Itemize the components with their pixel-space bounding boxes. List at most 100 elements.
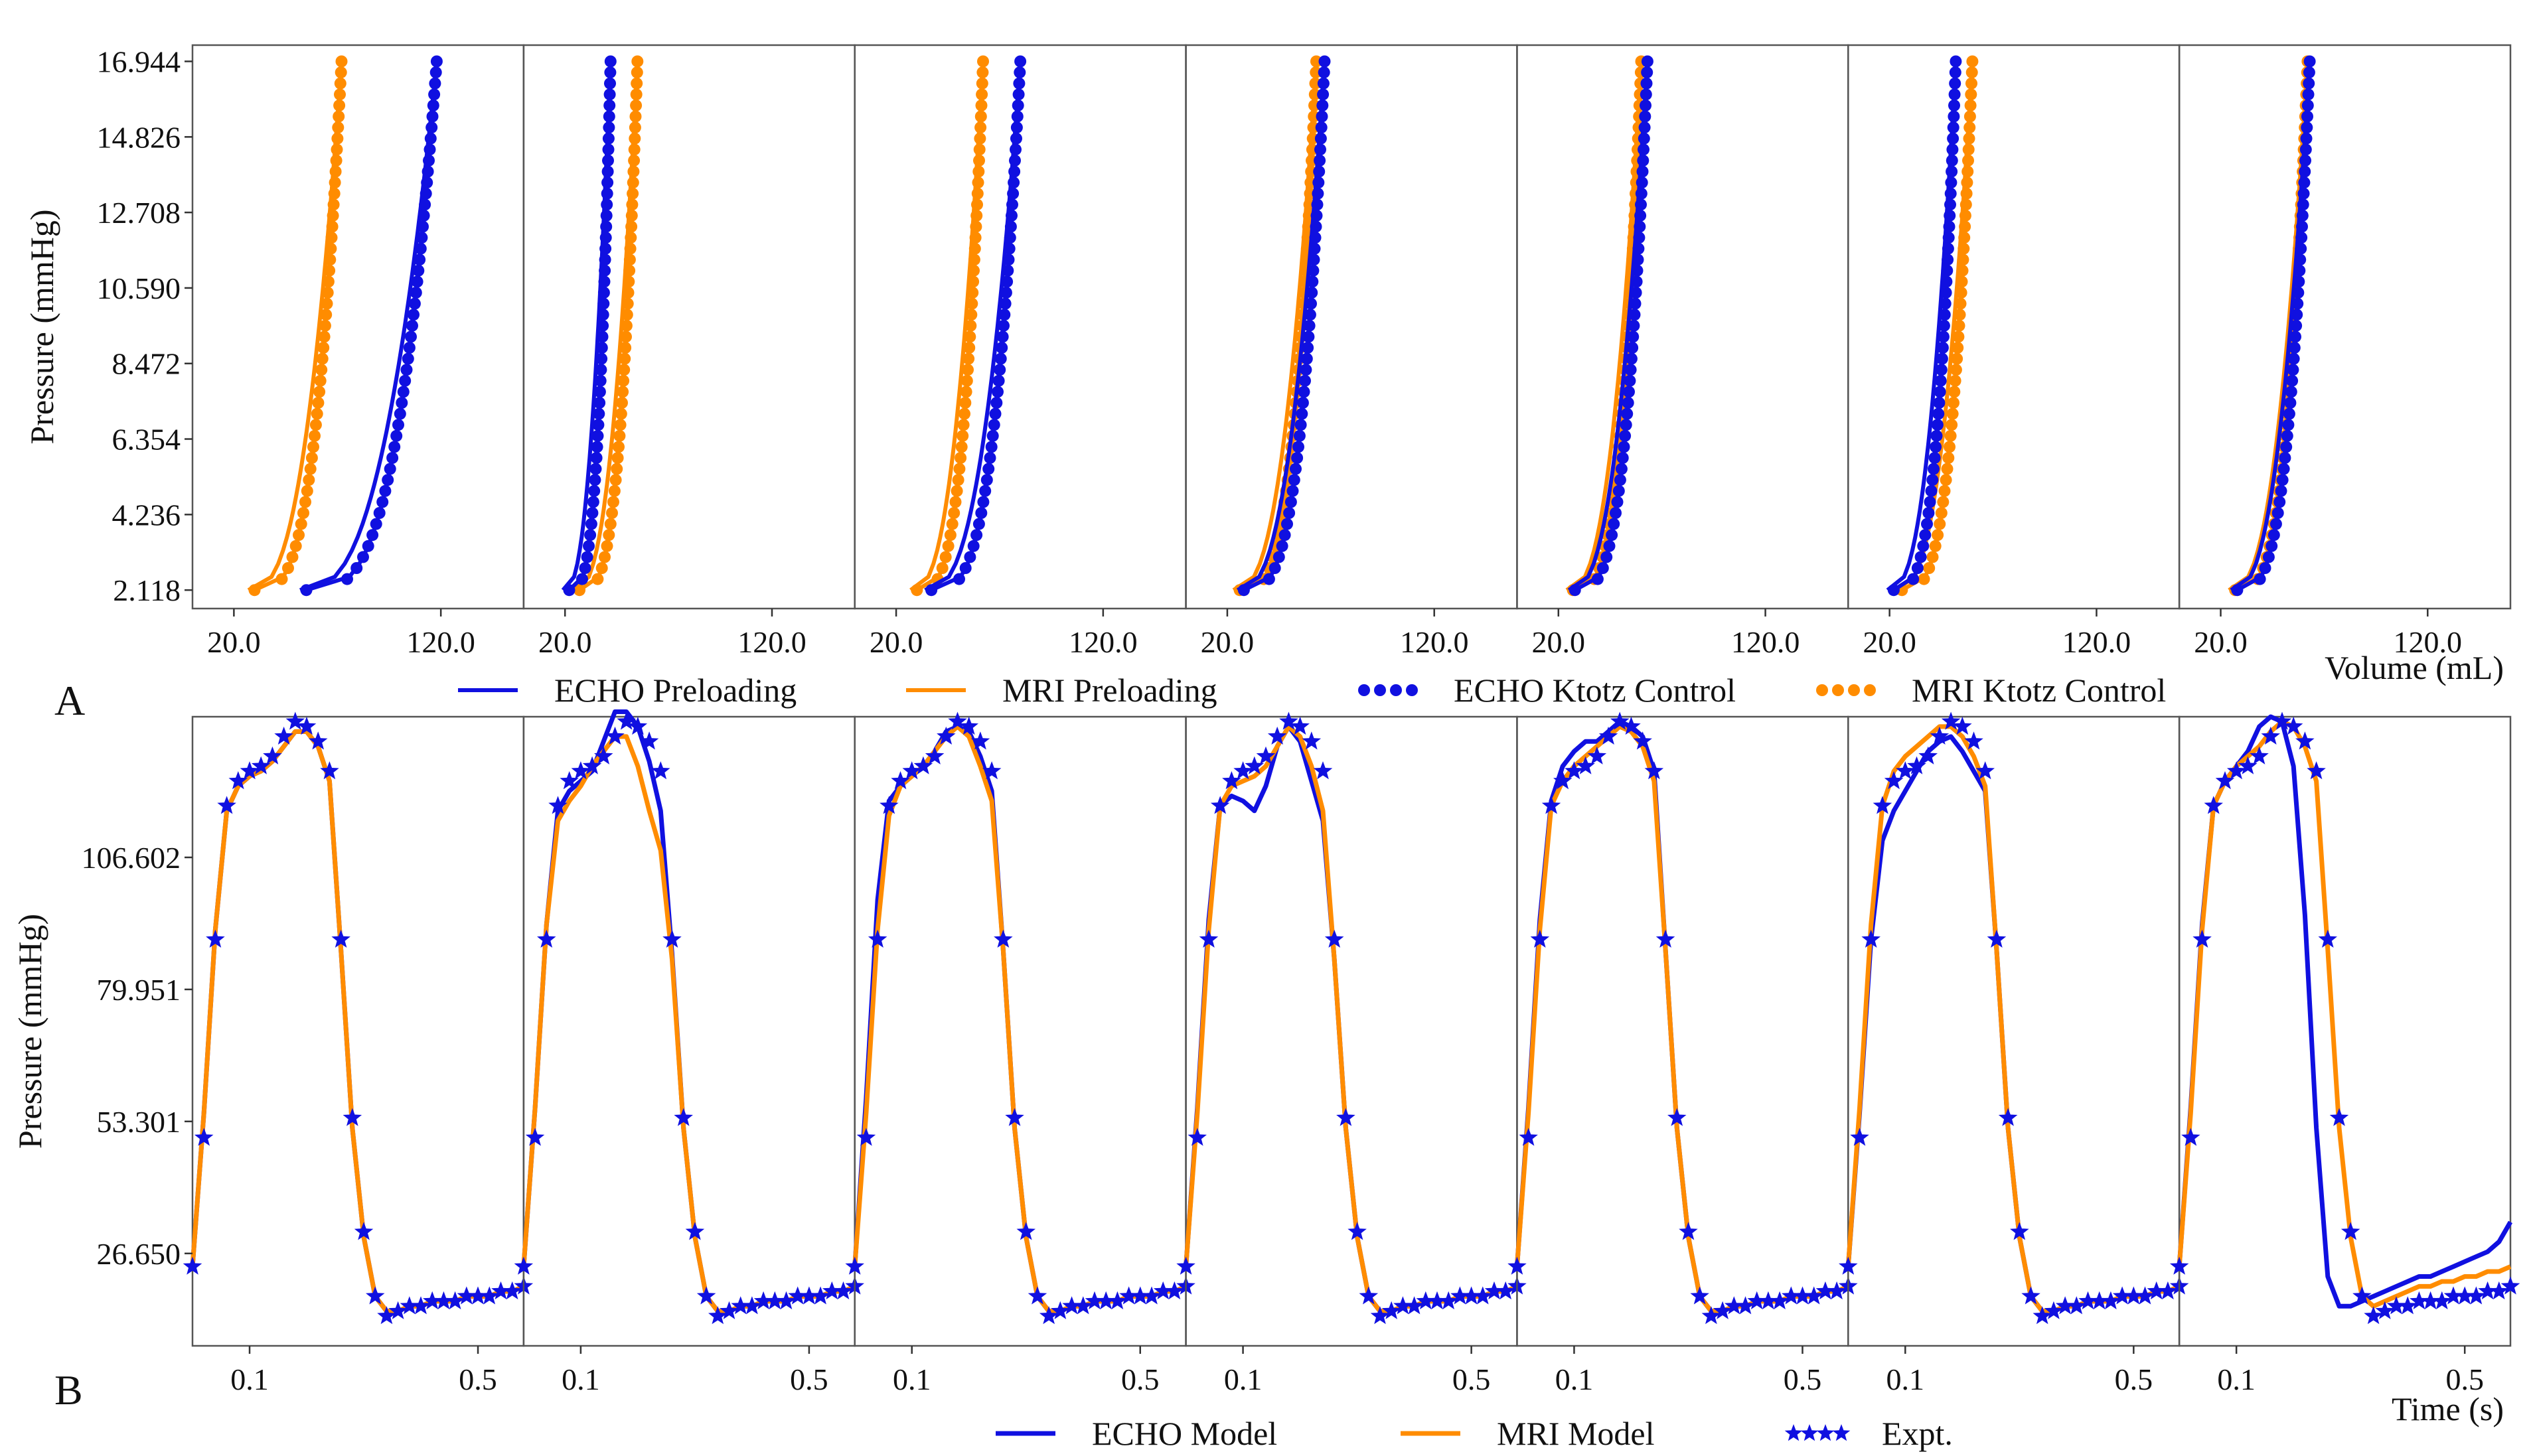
echo-ktotz-point <box>1000 287 1012 299</box>
mri-ktotz-point <box>970 209 983 222</box>
expt-star <box>1324 929 1344 948</box>
expt-star <box>354 1222 374 1240</box>
echo-ktotz-point <box>597 297 610 310</box>
echo-ktotz-point <box>1941 264 1954 277</box>
echo-ktotz-point <box>982 463 995 475</box>
mri-ktotz-point <box>613 429 626 442</box>
echo-ktotz-point <box>1949 77 1961 90</box>
echo-ktotz-point <box>593 407 605 420</box>
pressure-subplot-frame <box>1185 715 1518 1347</box>
pressure-subplot-4: 0.1 0.5 <box>1176 711 1527 1396</box>
echo-ktotz-point <box>1943 220 1956 233</box>
expt-star <box>1507 1256 1527 1275</box>
mri-ktotz-point <box>968 264 980 277</box>
expt-star <box>2398 1296 2418 1315</box>
mri-ktotz-point <box>973 154 985 167</box>
echo-model-line <box>1184 724 1518 1314</box>
echo-ktotz-point <box>1278 529 1291 542</box>
expt-star <box>1176 1256 1195 1275</box>
mri-ktotz-point <box>955 441 968 453</box>
pv-ytick-label: 8.472 <box>112 347 181 381</box>
echo-ktotz-point <box>2300 132 2313 145</box>
pressure-x-axis-label: Time (s) <box>2392 1390 2504 1427</box>
echo-ktotz-point <box>421 177 433 189</box>
echo-ktotz-point <box>600 209 613 222</box>
expt-star <box>1336 1108 1355 1126</box>
echo-ktotz-point <box>2299 143 2312 156</box>
legend-star-swatch <box>1784 1424 1803 1441</box>
echo-ktotz-point <box>362 540 374 552</box>
echo-ktotz-point <box>1628 319 1640 332</box>
echo-ktotz-point <box>601 198 613 211</box>
echo-model-line <box>2177 714 2513 1309</box>
echo-ktotz-point <box>1314 143 1326 156</box>
mri-ktotz-point <box>1962 154 1974 167</box>
echo-ktotz-point <box>601 187 613 200</box>
echo-ktotz-point <box>1606 529 1618 542</box>
echo-ktotz-point <box>1619 429 1632 442</box>
expt-star <box>411 1296 431 1315</box>
pressure-xtick-label: 0.1 <box>2217 1362 2256 1396</box>
pressure-xtick-label: 0.1 <box>230 1362 269 1396</box>
expt-star <box>2192 929 2212 948</box>
mri-ktotz-point <box>601 540 613 552</box>
expt-star <box>251 756 271 774</box>
legend-dot-swatch <box>1374 684 1386 696</box>
echo-ktotz-point <box>996 342 1008 354</box>
expt-star <box>2375 1301 2394 1319</box>
expt-star <box>1530 929 1550 948</box>
mri-ktotz-point <box>1938 484 1951 497</box>
expt-star <box>274 726 293 745</box>
echo-ktotz-point <box>595 342 608 354</box>
expt-star <box>2352 1286 2372 1305</box>
echo-ktotz-point <box>1313 165 1326 178</box>
echo-ktotz-point <box>382 474 394 486</box>
mri-ktotz-point <box>966 287 979 299</box>
echo-ktotz-point <box>1930 429 1943 442</box>
echo-ktotz-point <box>587 496 599 508</box>
expt-star <box>1450 1286 1470 1305</box>
mri-ktotz-point <box>334 88 346 101</box>
expt-star <box>388 1301 408 1319</box>
mri-ktotz-point <box>609 474 622 486</box>
mri-ktotz-point <box>1926 551 1939 563</box>
echo-ktotz-point <box>1298 386 1310 398</box>
expt-star <box>457 1286 477 1305</box>
echo-ktotz-point <box>603 99 616 111</box>
echo-ktotz-point <box>2259 562 2271 574</box>
expt-star <box>1405 1296 1424 1315</box>
pressure-subplot-2: 0.1 0.5 <box>514 709 864 1396</box>
expt-star <box>1747 1291 1766 1309</box>
pv-subplot-frame <box>1847 44 2181 610</box>
expt-star <box>1256 746 1276 764</box>
expt-star <box>1370 1306 1390 1325</box>
expt-star <box>1462 1286 1481 1305</box>
mri-ktotz-point <box>607 496 619 508</box>
pressure-ytick-label: 106.602 <box>82 841 181 875</box>
echo-ktotz-point <box>2281 429 2293 442</box>
mri-ktotz-point <box>330 154 343 167</box>
pressure-xtick-label: 0.5 <box>2115 1362 2153 1396</box>
mri-ktotz-point <box>1923 562 1936 574</box>
echo-ktotz-point <box>1317 88 1330 101</box>
expt-star <box>491 1281 510 1299</box>
mri-ktotz-point <box>971 198 983 211</box>
echo-ktotz-point <box>986 429 999 442</box>
echo-ktotz-point <box>2269 518 2282 530</box>
echo-ktotz-point <box>1936 352 1948 365</box>
pressure-xtick-label: 0.5 <box>1452 1362 1491 1396</box>
mri-ktotz-point <box>1963 110 1976 123</box>
echo-ktotz-point <box>2284 397 2297 409</box>
echo-ktotz-point <box>399 374 412 387</box>
expt-star <box>1758 1291 1778 1309</box>
echo-ktotz-point <box>402 352 414 365</box>
mri-ktotz-point <box>614 419 627 431</box>
echo-ktotz-point <box>1926 474 1939 486</box>
expt-star <box>1130 1286 1150 1305</box>
pv-subplot-7: 20.0 120.0 <box>2178 44 2512 659</box>
mri-ktotz-point <box>1948 386 1961 398</box>
echo-ktotz-point <box>2293 275 2305 288</box>
echo-ktotz-point <box>970 529 983 542</box>
mri-ktotz-point <box>971 187 984 200</box>
